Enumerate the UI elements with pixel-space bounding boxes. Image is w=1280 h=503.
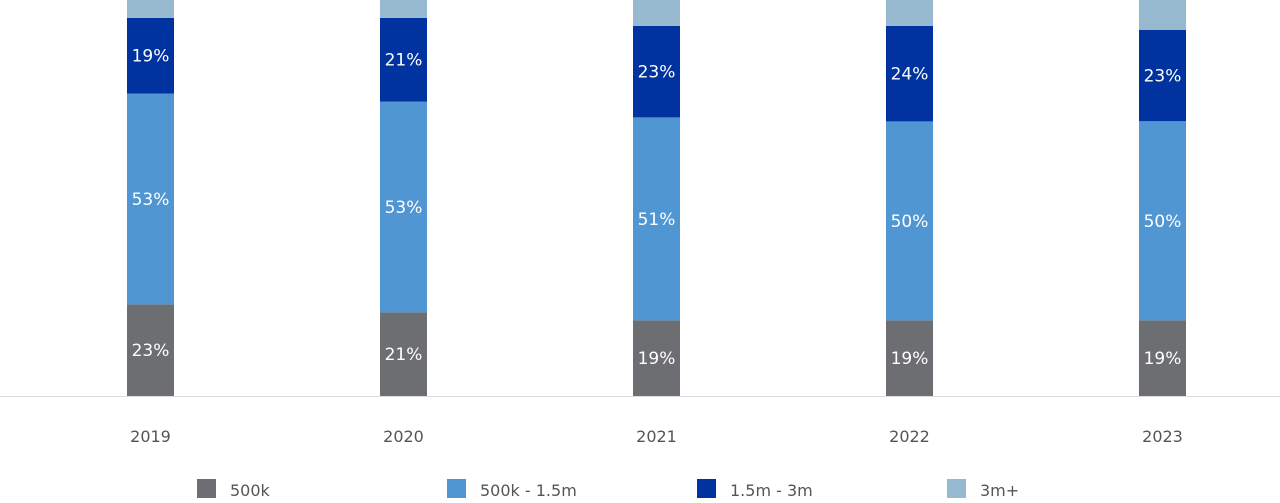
bar-segment	[633, 0, 680, 26]
bar-segment	[380, 0, 427, 18]
x-tick-label: 2021	[636, 427, 677, 446]
bar-segment	[1139, 0, 1186, 30]
x-tick-label: 2022	[889, 427, 930, 446]
x-tick-label: 2019	[130, 427, 171, 446]
data-label: 19%	[1144, 349, 1182, 369]
bar-segment	[886, 121, 933, 321]
bar-segment	[127, 0, 174, 18]
bar-segment	[886, 320, 933, 396]
data-label: 24%	[891, 65, 929, 85]
data-label: 19%	[638, 349, 676, 369]
data-label: 19%	[132, 47, 170, 67]
legend-swatch	[197, 479, 216, 498]
data-label: 51%	[638, 210, 676, 230]
data-label: 50%	[1144, 212, 1182, 232]
data-label: 23%	[1144, 67, 1182, 87]
bar-segment	[886, 0, 933, 26]
bar-segment	[886, 25, 933, 122]
bar-segment	[127, 17, 174, 94]
bar-segment	[380, 312, 427, 396]
bar-segment	[1139, 320, 1186, 396]
bar-segment	[380, 17, 427, 102]
bar-segment	[633, 117, 680, 321]
bar-segment	[127, 93, 174, 305]
legend-label: 3m+	[980, 481, 1019, 500]
bar-segment	[1139, 121, 1186, 321]
legend-swatch	[697, 479, 716, 498]
bar-segment	[633, 320, 680, 396]
legend-label: 500k - 1.5m	[480, 481, 577, 500]
bar-segment	[380, 101, 427, 313]
bar-segment	[1139, 29, 1186, 122]
bar-segment	[127, 304, 174, 396]
x-axis-ticks: 2019 2020 2021 2022 2023	[130, 427, 1183, 446]
data-label: 23%	[638, 63, 676, 83]
data-label: 53%	[132, 190, 170, 210]
data-label: 50%	[891, 212, 929, 232]
legend-label: 1.5m - 3m	[730, 481, 813, 500]
x-tick-label: 2020	[383, 427, 424, 446]
legend-label: 500k	[230, 481, 271, 500]
legend-swatch	[447, 479, 466, 498]
data-label: 19%	[891, 349, 929, 369]
bars-group: 23% 53% 19% 21% 53% 21% 19% 51% 23% 19% 50% 24% 19% 5…	[127, 0, 1186, 396]
legend-swatch	[947, 479, 966, 498]
bar-segment	[633, 25, 680, 118]
data-label: 21%	[385, 345, 423, 365]
data-label: 53%	[385, 198, 423, 218]
x-tick-label: 2023	[1142, 427, 1183, 446]
data-label: 23%	[132, 341, 170, 361]
data-label: 21%	[385, 51, 423, 71]
legend: 500k 500k - 1.5m 1.5m - 3m 3m+	[197, 479, 1019, 500]
